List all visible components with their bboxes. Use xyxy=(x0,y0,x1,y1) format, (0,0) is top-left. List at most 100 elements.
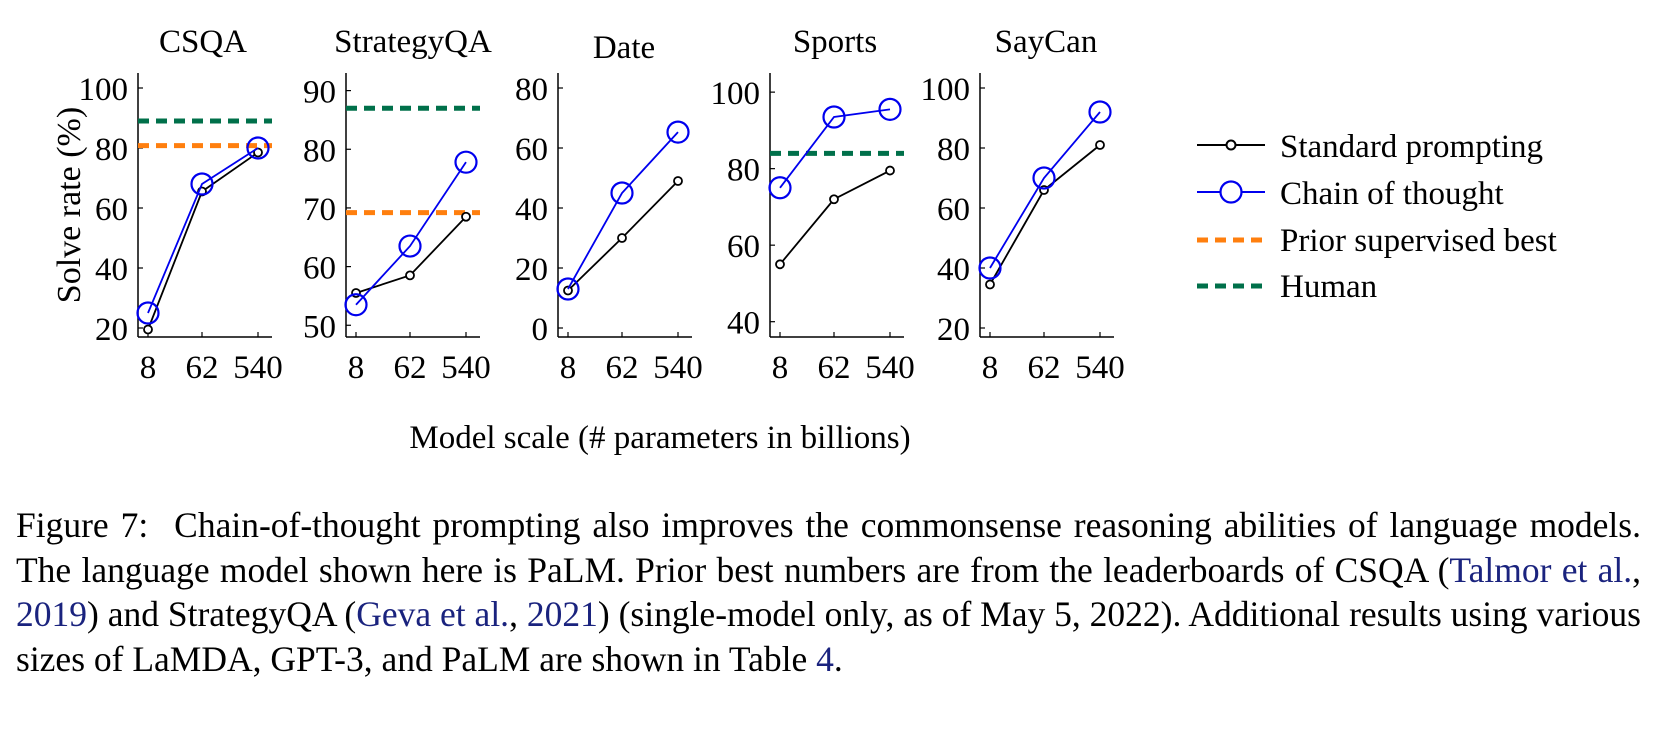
panel-strategyqa: StrategyQA 50 60 70 80 90 8 62 540 xyxy=(303,24,492,386)
standard-point xyxy=(985,279,995,290)
legend-marker-standard xyxy=(1225,139,1237,151)
cot-series-line xyxy=(567,131,679,290)
x-tick-label: 62 xyxy=(186,350,219,386)
cot-point xyxy=(246,136,270,160)
caption-text-1: Chain-of-thought prompting also improves… xyxy=(16,505,1641,590)
y-tick-label: 40 xyxy=(727,306,760,342)
panel-title-saycan: SayCan xyxy=(995,24,1098,60)
y-tick-label: 70 xyxy=(303,192,336,228)
cot-point xyxy=(344,293,368,317)
y-tick-label: 80 xyxy=(95,132,128,168)
x-tick-label: 540 xyxy=(233,350,283,386)
figure-caption: Figure 7: Chain-of-thought prompting als… xyxy=(16,503,1641,681)
legend-entry-prior: Prior supervised best xyxy=(1197,223,1557,259)
cot-point xyxy=(610,181,634,205)
legend-label-human: Human xyxy=(1280,269,1377,305)
x-tick-label: 62 xyxy=(394,350,427,386)
x-tick-label: 540 xyxy=(653,350,703,386)
standard-point xyxy=(143,324,153,335)
standard-series-line xyxy=(147,151,259,330)
citation-talmor-authors[interactable]: Talmor et al. xyxy=(1449,549,1633,590)
panel-sports: Sports 40 60 80 100 8 62 540 xyxy=(711,24,915,386)
cot-point xyxy=(398,234,422,258)
x-tick-label: 62 xyxy=(606,350,639,386)
legend-label-cot: Chain of thought xyxy=(1280,176,1504,212)
standard-point xyxy=(351,288,361,298)
y-tick-label: 60 xyxy=(303,251,336,287)
y-axis-label: Solve rate (%) xyxy=(51,107,88,303)
cot-point xyxy=(1032,166,1056,190)
x-tick-label: 540 xyxy=(1075,350,1125,386)
panel-date: Date 0 20 40 60 80 8 62 540 xyxy=(515,30,703,386)
standard-series-line xyxy=(989,144,1101,285)
y-tick-label: 80 xyxy=(515,72,548,108)
legend-box xyxy=(1183,115,1608,315)
y-tick-label: 100 xyxy=(711,76,761,112)
cot-series-line xyxy=(779,108,891,189)
panel-title-date: Date xyxy=(593,30,655,66)
y-tick-label: 80 xyxy=(303,133,336,169)
standard-point xyxy=(829,194,839,205)
x-tick-label: 8 xyxy=(348,350,365,386)
citation-talmor-separator: , xyxy=(1632,549,1642,590)
x-tick-label: 62 xyxy=(818,350,851,386)
standard-series-line xyxy=(779,169,891,265)
table-4-reference[interactable]: 4 xyxy=(816,638,834,679)
cot-point xyxy=(978,256,1002,280)
y-tick-label: 40 xyxy=(515,192,548,228)
panel-title-sports: Sports xyxy=(793,24,877,60)
standard-series-line xyxy=(355,216,467,294)
standard-point xyxy=(405,270,415,281)
citation-geva-year[interactable]: 2021 xyxy=(526,594,598,634)
caption-text-3: ) (single-model only, as of May 5, 2022)… xyxy=(16,594,1641,679)
y-tick-label: 100 xyxy=(921,72,971,108)
y-tick-label: 40 xyxy=(95,252,128,288)
x-tick-label: 540 xyxy=(865,350,915,386)
y-tick-label: 20 xyxy=(515,252,548,288)
x-axis-label: Model scale (# parameters in billions) xyxy=(409,420,910,456)
x-tick-label: 8 xyxy=(560,350,577,386)
panel-saycan: SayCan 20 40 60 80 100 8 62 540 xyxy=(921,24,1125,386)
cot-series-line xyxy=(355,161,467,306)
standard-point xyxy=(563,285,573,296)
cot-point xyxy=(1088,100,1112,124)
cot-point xyxy=(822,105,846,129)
panel-title-csqa: CSQA xyxy=(159,24,247,60)
legend-label-standard: Standard prompting xyxy=(1280,129,1543,165)
x-tick-label: 8 xyxy=(140,350,157,386)
cot-point xyxy=(666,120,690,144)
standard-point xyxy=(885,165,895,176)
cot-point xyxy=(190,172,214,196)
legend: Standard prompting Chain of thought Prio… xyxy=(1183,115,1608,315)
legend-marker-cot xyxy=(1219,180,1243,204)
y-tick-label: 60 xyxy=(937,192,970,228)
x-tick-label: 8 xyxy=(772,350,789,386)
caption-figure-number: Figure 7: xyxy=(16,505,149,545)
y-tick-label: 20 xyxy=(937,312,970,348)
cot-point xyxy=(136,301,160,325)
cot-point xyxy=(454,150,478,174)
y-tick-label: 50 xyxy=(303,309,336,345)
standard-point xyxy=(1095,140,1105,150)
legend-label-prior: Prior supervised best xyxy=(1280,223,1557,259)
legend-entry-human: Human xyxy=(1197,269,1377,305)
standard-point xyxy=(617,233,627,243)
x-tick-label: 8 xyxy=(982,350,999,386)
cot-series-line xyxy=(989,111,1101,269)
legend-entry-cot: Chain of thought xyxy=(1197,176,1504,212)
panel-csqa: CSQA 20 40 60 80 100 8 62 540 xyxy=(79,24,283,386)
y-tick-label: 20 xyxy=(95,312,128,348)
y-tick-label: 100 xyxy=(79,72,129,108)
y-tick-label: 80 xyxy=(937,132,970,168)
y-tick-label: 40 xyxy=(937,252,970,288)
caption-text-2: ) and StrategyQA ( xyxy=(87,594,357,634)
citation-geva-authors[interactable]: Geva et al. xyxy=(356,594,510,634)
citation-talmor-year[interactable]: 2019 xyxy=(16,594,87,634)
y-tick-label: 60 xyxy=(95,192,128,228)
y-tick-label: 80 xyxy=(727,153,760,189)
cot-point xyxy=(878,97,902,121)
legend-entry-standard: Standard prompting xyxy=(1197,129,1543,165)
cot-series-line xyxy=(147,147,259,314)
